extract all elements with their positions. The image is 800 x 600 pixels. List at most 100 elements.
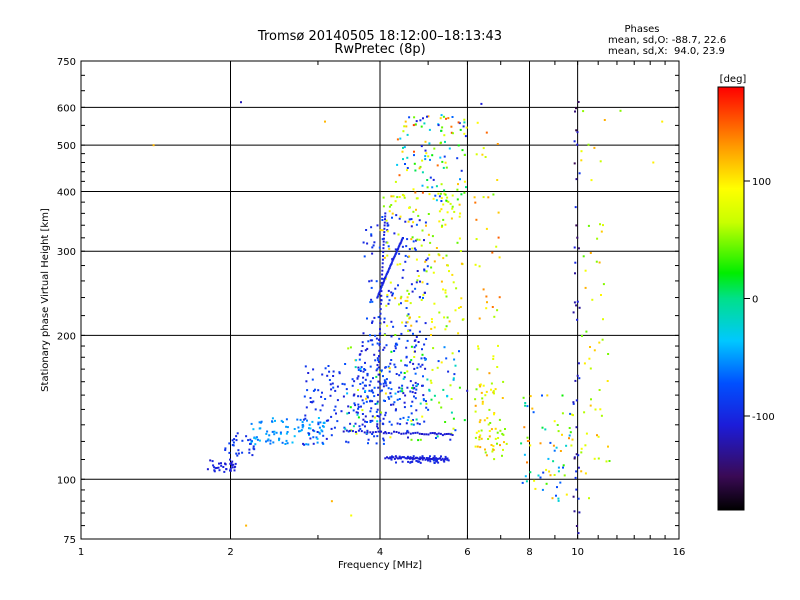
scatter-point <box>449 384 452 387</box>
scatter-point <box>397 246 400 249</box>
scatter-point <box>360 350 363 353</box>
y-tick-label: 75 <box>63 535 76 546</box>
scatter-point <box>436 435 439 438</box>
scatter-point <box>406 133 409 136</box>
scatter-point <box>379 287 382 290</box>
scatter-point <box>577 532 580 535</box>
scatter-point <box>439 457 441 460</box>
phase-info-title: Phases <box>624 24 659 35</box>
scatter-point <box>460 169 463 172</box>
scatter-point <box>371 419 374 422</box>
scatter-point <box>268 434 271 437</box>
scatter-point <box>383 317 386 320</box>
scatter-point <box>356 411 359 414</box>
scatter-point <box>387 289 390 292</box>
scatter-point <box>360 366 363 369</box>
scatter-point <box>330 415 333 418</box>
scatter-point <box>389 362 392 365</box>
scatter-point <box>407 313 410 316</box>
scatter-point <box>241 451 244 454</box>
scatter-point <box>383 224 386 227</box>
scatter-point <box>456 157 459 160</box>
scatter-point <box>456 198 459 201</box>
scatter-point <box>591 298 594 301</box>
scatter-point <box>445 254 448 257</box>
scatter-point <box>416 460 419 463</box>
scatter-point <box>555 494 557 497</box>
scatter-point <box>460 297 463 300</box>
scatter-point <box>225 468 228 471</box>
scatter-point <box>492 193 495 196</box>
scatter-point <box>388 420 391 423</box>
scatter-point <box>499 429 502 432</box>
scatter-point <box>473 196 476 199</box>
scatter-point <box>371 400 374 403</box>
scatter-point <box>440 458 443 461</box>
scatter-point <box>376 400 379 403</box>
scatter-point <box>433 302 436 305</box>
scatter-point <box>442 388 445 391</box>
scatter-point <box>394 297 397 300</box>
scatter-point <box>312 436 315 439</box>
scatter-point <box>220 464 223 467</box>
scatter-point <box>585 432 588 435</box>
scatter-point <box>568 434 571 437</box>
scatter-point <box>248 448 251 451</box>
scatter-point <box>399 263 402 266</box>
scatter-point <box>258 439 261 442</box>
scatter-point <box>487 196 490 199</box>
scatter-point <box>545 468 548 471</box>
scatter-point <box>438 220 441 223</box>
scatter-point <box>529 444 532 447</box>
scatter-point <box>252 428 255 431</box>
scatter-point <box>322 443 325 445</box>
scatter-point <box>436 457 439 460</box>
scatter-point <box>593 349 596 352</box>
scatter-point <box>484 394 487 397</box>
scatter-point <box>393 401 396 404</box>
scatter-point <box>414 191 417 194</box>
scatter-point <box>575 453 578 456</box>
scatter-point <box>404 394 407 397</box>
scatter-point <box>524 475 527 478</box>
scatter-point <box>281 441 284 444</box>
scatter-point <box>357 407 360 410</box>
scatter-point <box>232 441 235 444</box>
scatter-point <box>340 410 343 413</box>
scatter-point <box>373 241 376 244</box>
scatter-point <box>378 349 381 352</box>
scatter-point <box>443 134 446 137</box>
scatter-point <box>443 346 446 349</box>
scatter-point <box>377 380 380 383</box>
scatter-point <box>422 293 425 296</box>
scatter-point <box>440 141 442 144</box>
scatter-point <box>377 366 380 369</box>
scatter-point <box>371 321 373 324</box>
scatter-point <box>393 350 396 352</box>
scatter-point <box>421 415 424 418</box>
scatter-point <box>429 176 432 179</box>
scatter-point <box>438 311 441 314</box>
scatter-point <box>396 138 399 141</box>
scatter-point <box>394 455 397 458</box>
scatter-point <box>445 457 448 460</box>
scatter-point <box>419 165 422 168</box>
scatter-point <box>407 436 409 439</box>
scatter-point <box>425 433 428 436</box>
scatter-point <box>229 469 232 472</box>
scatter-point <box>374 334 377 337</box>
scatter-point <box>424 140 427 143</box>
scatter-point <box>392 257 395 260</box>
scatter-point <box>402 392 405 395</box>
scatter-point <box>305 443 308 446</box>
scatter-point <box>501 397 504 399</box>
scatter-point <box>440 197 443 200</box>
scatter-point <box>475 238 478 240</box>
scatter-point <box>420 145 423 148</box>
scatter-point <box>377 427 379 430</box>
scatter-point <box>311 420 314 423</box>
scatter-point <box>383 233 386 236</box>
scatter-point <box>568 437 570 440</box>
scatter-point <box>497 437 500 439</box>
scatter-point <box>429 458 432 460</box>
